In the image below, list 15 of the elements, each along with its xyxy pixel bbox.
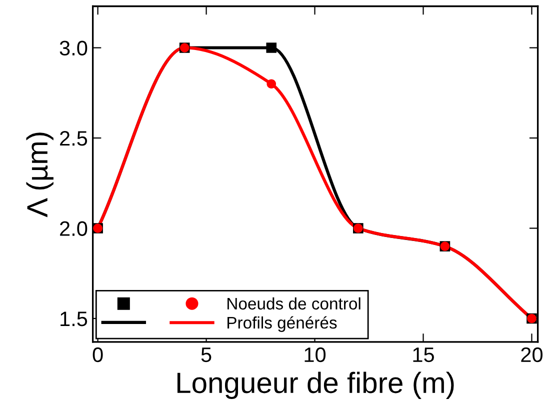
x-tick-label: 15 (413, 348, 434, 362)
legend-label: Noeuds de control (228, 297, 360, 310)
x-axis-title: Longueur de fibre (m) (177, 372, 454, 399)
point (266, 42, 277, 53)
x-tick-label: 10 (304, 347, 326, 362)
y-axis-title: Λ (µm) (26, 132, 54, 218)
x-tick-label: 20 (521, 347, 543, 362)
y-tick-label: 3.0 (60, 40, 88, 56)
legend-label: Profils générés (228, 316, 337, 332)
point (266, 79, 276, 89)
y-tick-label: 2.5 (60, 131, 88, 146)
x-tick-label: 5 (201, 348, 212, 362)
y-tick-label: 2.0 (60, 221, 88, 236)
y-tick-label: 1.5 (60, 312, 88, 326)
x-tick-label: 0 (92, 347, 103, 362)
